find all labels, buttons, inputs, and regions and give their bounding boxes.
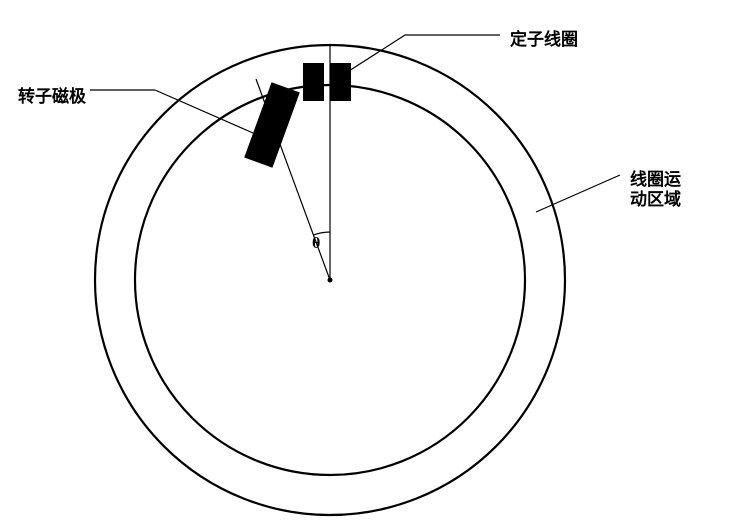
rotor-pole-bar [244,82,300,167]
coil-region-label-line2: 动区域 [630,185,681,210]
stator-coil-half-2 [330,63,351,101]
angle-theta-symbol: θ [312,235,320,253]
center-dot [328,278,333,283]
leader-rotor-d [155,90,253,133]
stator-coil-label: 定子线圈 [510,25,578,50]
leader-stator-d [338,35,405,78]
rotor-pole-label: 转子磁极 [18,82,86,107]
stator-coil-half-1 [303,63,324,101]
